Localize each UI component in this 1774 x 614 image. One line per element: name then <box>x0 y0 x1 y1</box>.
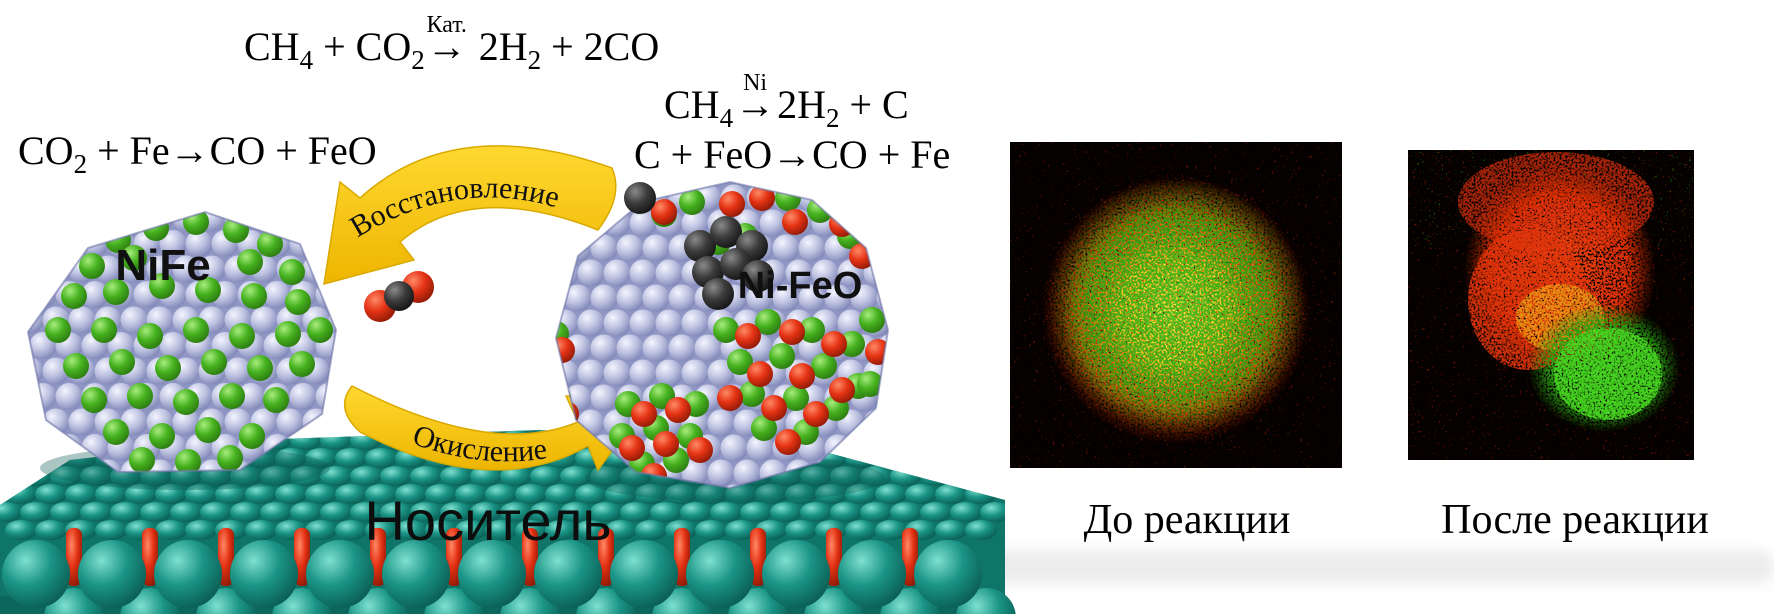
catalyst-label: Ni <box>743 70 768 96</box>
co-molecule <box>624 182 677 225</box>
catalyst-arrow: Кат. → <box>425 13 469 70</box>
eq-term: 2H <box>468 24 528 69</box>
reaction-arrow-glyph: → <box>735 82 776 127</box>
eq-term: + CO <box>313 24 412 69</box>
eq-subscript: 2 <box>527 45 542 75</box>
equation-methane-cracking: CH4 Ni →2H2 + C <box>664 71 909 132</box>
equation-overall: CH4 + CO2 Кат. → 2H2 + 2CO <box>244 13 660 74</box>
eq-term: 2H <box>777 82 826 127</box>
catalyst-arrow: Ni → <box>733 71 777 128</box>
eq-term: + 2CO <box>541 24 660 69</box>
right-particle-label: Ni-FeO <box>738 265 863 307</box>
eq-subscript: 4 <box>719 103 734 133</box>
eq-term: + Fe→CO + FeO <box>87 128 377 173</box>
support-label: Носитель <box>364 489 611 552</box>
eq-subscript: 2 <box>825 103 840 133</box>
eds-map-before <box>1010 142 1342 468</box>
eq-term: CH <box>244 24 300 69</box>
eq-term: CH <box>664 82 720 127</box>
carbon-deposit <box>684 216 774 310</box>
left-particle-label: NiFe <box>115 241 210 290</box>
caption-before: До реакции <box>1083 497 1291 543</box>
eq-subscript: 2 <box>411 45 425 75</box>
caption-after: После реакции <box>1441 497 1709 543</box>
eq-term: C + FeO→CO + Fe <box>634 132 951 177</box>
scan-shadow-band <box>878 550 1774 584</box>
eq-subscript: 2 <box>73 149 88 179</box>
eq-subscript: 4 <box>299 45 314 75</box>
reaction-arrow-glyph: → <box>426 24 467 69</box>
catalyst-label: Кат. <box>426 12 467 38</box>
eds-map-after <box>1408 150 1694 460</box>
equation-iron-oxidation: CO2 + Fe→CO + FeO <box>18 128 377 178</box>
co2-molecule <box>364 271 434 322</box>
eq-term: CO <box>18 128 74 173</box>
eq-term: + C <box>839 82 909 127</box>
equation-carbon-oxidation: C + FeO→CO + Fe <box>634 132 950 178</box>
